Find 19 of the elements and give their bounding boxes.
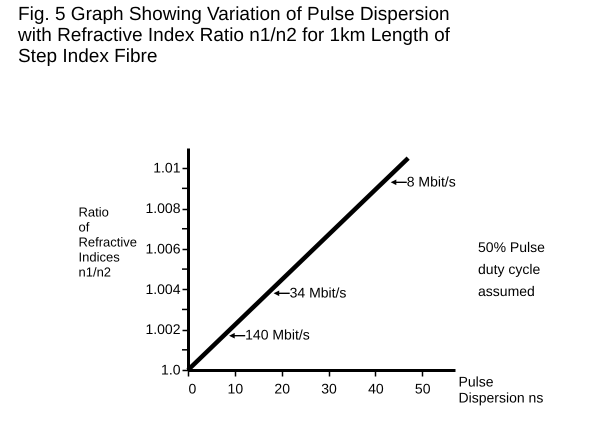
- annotation: 140 Mbit/s: [245, 326, 310, 343]
- y-tick-label: 1.0: [161, 362, 181, 378]
- x-tick-label: 30: [321, 380, 338, 396]
- x-tick-label: 40: [368, 380, 384, 396]
- chart-title: Fig. 5 Graph Showing Variation of Pulse Dispersion with Refractive Index Ratio n1/n2 for 1km Length of Step Index Fibre: [18, 4, 451, 67]
- x-axis-title: Pulse Dispersion ns: [458, 374, 544, 406]
- y-tick-label: 1.008: [145, 200, 181, 216]
- x-tick-label: 0: [188, 380, 196, 396]
- y-tick-label: 1.006: [145, 240, 181, 256]
- x-tick-label: 20: [274, 380, 290, 396]
- annotation: 34 Mbit/s: [290, 284, 346, 300]
- x-tick-label: 50: [414, 380, 431, 396]
- y-tick-label: 1.01: [153, 160, 181, 176]
- y-axis-title: Ratio of Refractive Indices n1/n2: [78, 204, 138, 280]
- y-tick-label: 1.004: [145, 280, 181, 297]
- annotation: 8 Mbit/s: [406, 173, 456, 190]
- y-tick-label: 1.002: [145, 321, 181, 338]
- text: 50% Pulse duty cycle assumed: [478, 238, 546, 301]
- x-tick-label: 10: [228, 380, 244, 396]
